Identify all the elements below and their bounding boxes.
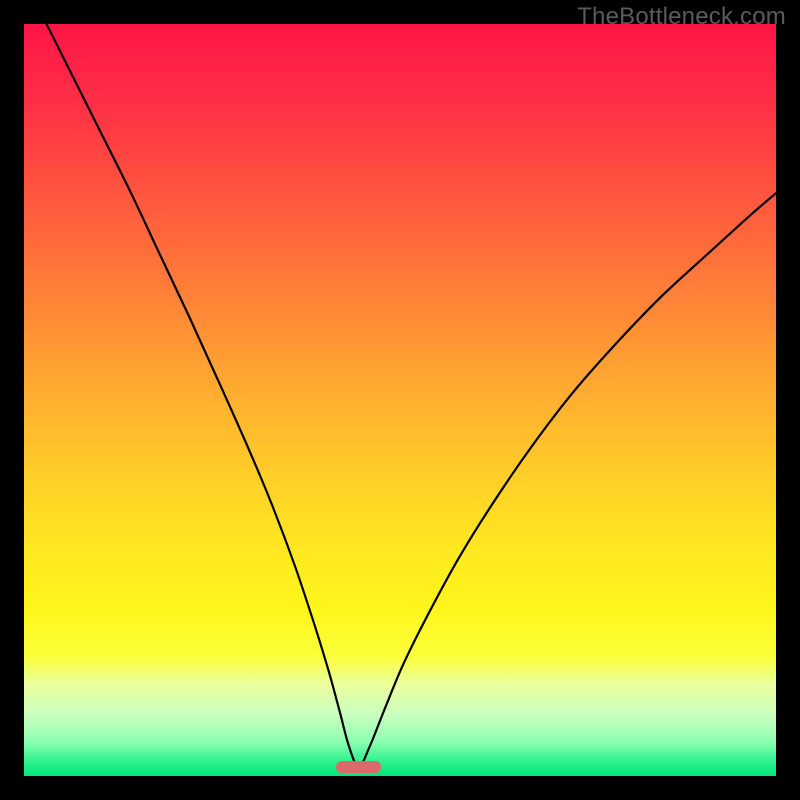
plot-area: [24, 24, 776, 776]
bottleneck-curve: [24, 24, 776, 776]
chart-frame: TheBottleneck.com: [0, 0, 800, 800]
watermark-text: TheBottleneck.com: [577, 3, 786, 31]
optimum-marker: [336, 761, 381, 774]
